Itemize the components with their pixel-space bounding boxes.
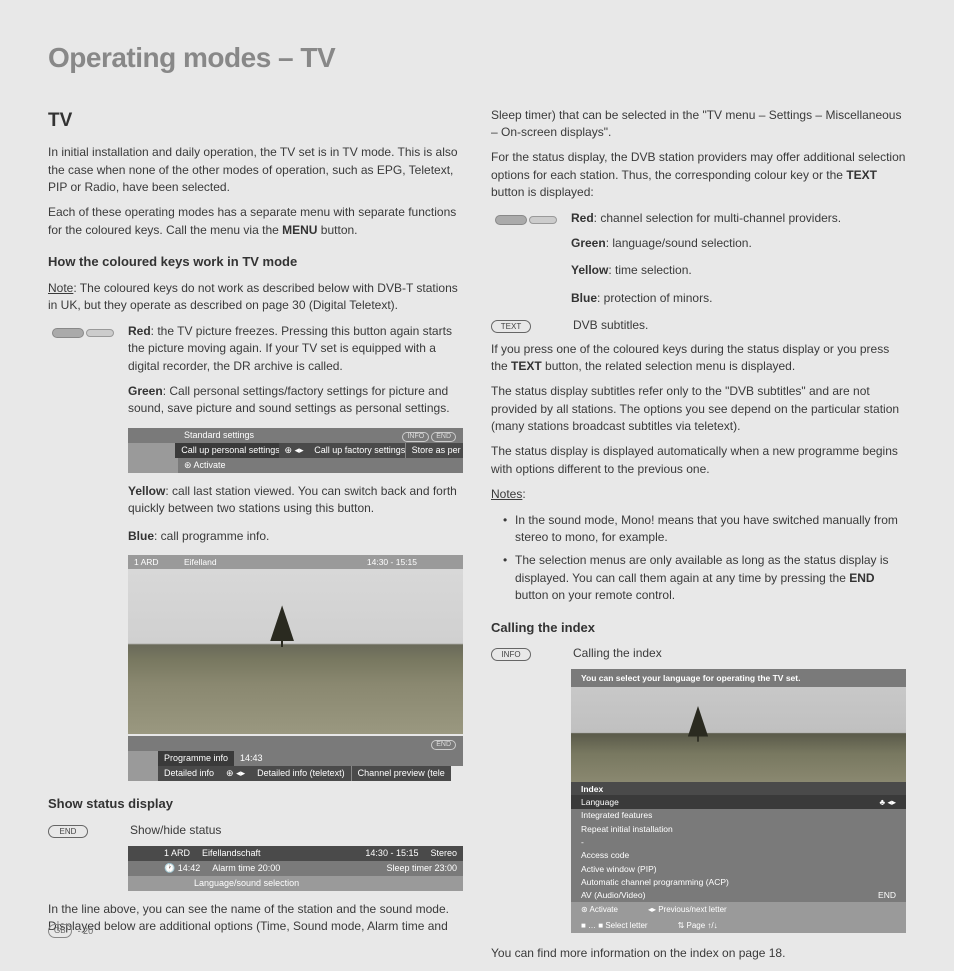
text-button-icon: TEXT [491,320,531,333]
page-title: Operating modes – TV [48,38,906,79]
right-column: Sleep timer) that can be selected in the… [491,107,906,971]
two-column-layout: TV In initial installation and daily ope… [48,107,906,971]
intro-paragraph-2: Each of these operating modes has a sepa… [48,204,463,239]
paragraph-text-keys: If you press one of the coloured keys du… [491,341,906,376]
notes-list: In the sound mode, Mono! means that you … [491,512,906,605]
colour-keys-icon [491,213,561,227]
red-key-desc: Red: the TV picture freezes. Pressing th… [128,323,463,375]
green-key-desc: Green: Call personal settings/factory se… [128,383,463,418]
subheading-coloured-keys: How the coloured keys work in TV mode [48,253,463,272]
page-footer: GB - 20 [48,924,93,938]
cont-paragraph-2: For the status display, the DVB station … [491,149,906,201]
note-paragraph: Note: The coloured keys do not work as d… [48,280,463,315]
end-button-icon: END [48,825,88,838]
list-item: The selection menus are only available a… [503,552,906,604]
blue-key-desc: Blue: call programme info. [128,528,463,545]
colour-keys-icon [48,326,118,340]
yellow-key-desc: Yellow: call last station viewed. You ca… [128,483,463,518]
calling-index-label: Calling the index [573,645,662,662]
index-footer: ⊛ Activate ◂▸ Previous/next letter [571,902,906,918]
notes-label: Notes: [491,486,906,503]
section-heading-tv: TV [48,107,463,135]
info-button-icon: INFO [491,648,531,661]
osd-personal-settings: Standard settings INFOEND Call up person… [128,428,463,473]
dvb-subtitles-label: DVB subtitles. [573,317,648,334]
paragraph-auto-display: The status display is displayed automati… [491,443,906,478]
cont-paragraph-1: Sleep timer) that can be selected in the… [491,107,906,142]
list-item: In the sound mode, Mono! means that you … [503,512,906,547]
index-menu-list: Index Language♣ ◂▸ Integrated features R… [571,782,906,902]
index-osd-panel: You can select your language for operati… [571,669,906,933]
index-screenshot [571,687,906,782]
subheading-status-display: Show status display [48,795,463,814]
programme-info-screenshot [128,569,463,734]
status-label: Show/hide status [130,822,221,839]
status-paragraph: In the line above, you can see the name … [48,901,463,936]
osd-status-display: 1 ARD Eifellandschaft 14:30 - 15:15 Ster… [128,846,463,891]
paragraph-subtitles: The status display subtitles refer only … [491,383,906,435]
left-column: TV In initial installation and daily ope… [48,107,463,971]
subheading-calling-index: Calling the index [491,619,906,638]
intro-paragraph-1: In initial installation and daily operat… [48,144,463,196]
tv-bottom-bar: END Programme info 14:43 Detailed info ⊕… [128,736,463,781]
tv-top-bar: 1 ARD Eifelland 14:30 - 15:15 [128,555,463,569]
